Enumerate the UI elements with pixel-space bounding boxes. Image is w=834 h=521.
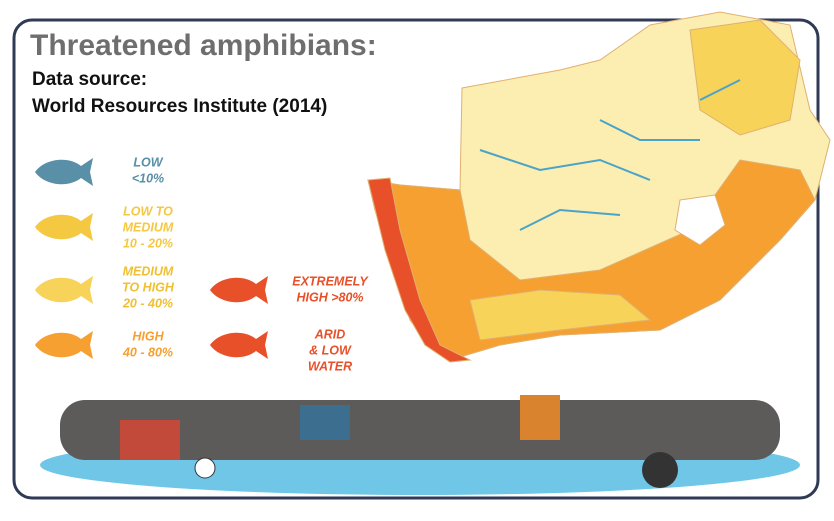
legend-label: & LOW [309,343,352,357]
medium-high-south [469,289,652,341]
legend-label: 20 - 40% [122,296,173,310]
legend: LOW <10% LOW TO MEDIUM 10 - 20% MEDIUM TO HIGH… [122,155,369,373]
extreme-area [367,177,472,363]
legend-label: 40 - 80% [122,345,173,359]
map [367,11,831,363]
legend-label: ARID [314,327,346,341]
debris [40,395,800,495]
title: Threatened amphibians: [30,29,377,62]
medium-high-area [689,19,801,136]
legend-label: EXTREMELY [292,274,369,288]
rivers [479,79,741,231]
lesotho [674,194,726,246]
legend-label: HIGH [132,329,164,343]
legend-label: TO HIGH [122,280,175,294]
legend-label: HIGH >80% [296,290,363,304]
legend-label: MEDIUM [123,264,174,278]
legend-label: WATER [308,359,352,373]
source-label: Data source: [32,69,147,90]
legend-label: MEDIUM [123,220,174,234]
legend-label: <10% [132,171,164,185]
source: World Resources Institute (2014) [32,96,327,117]
legend-label: 10 - 20% [123,236,173,250]
legend-label: LOW TO [123,204,173,218]
legend-label: LOW [133,155,163,169]
